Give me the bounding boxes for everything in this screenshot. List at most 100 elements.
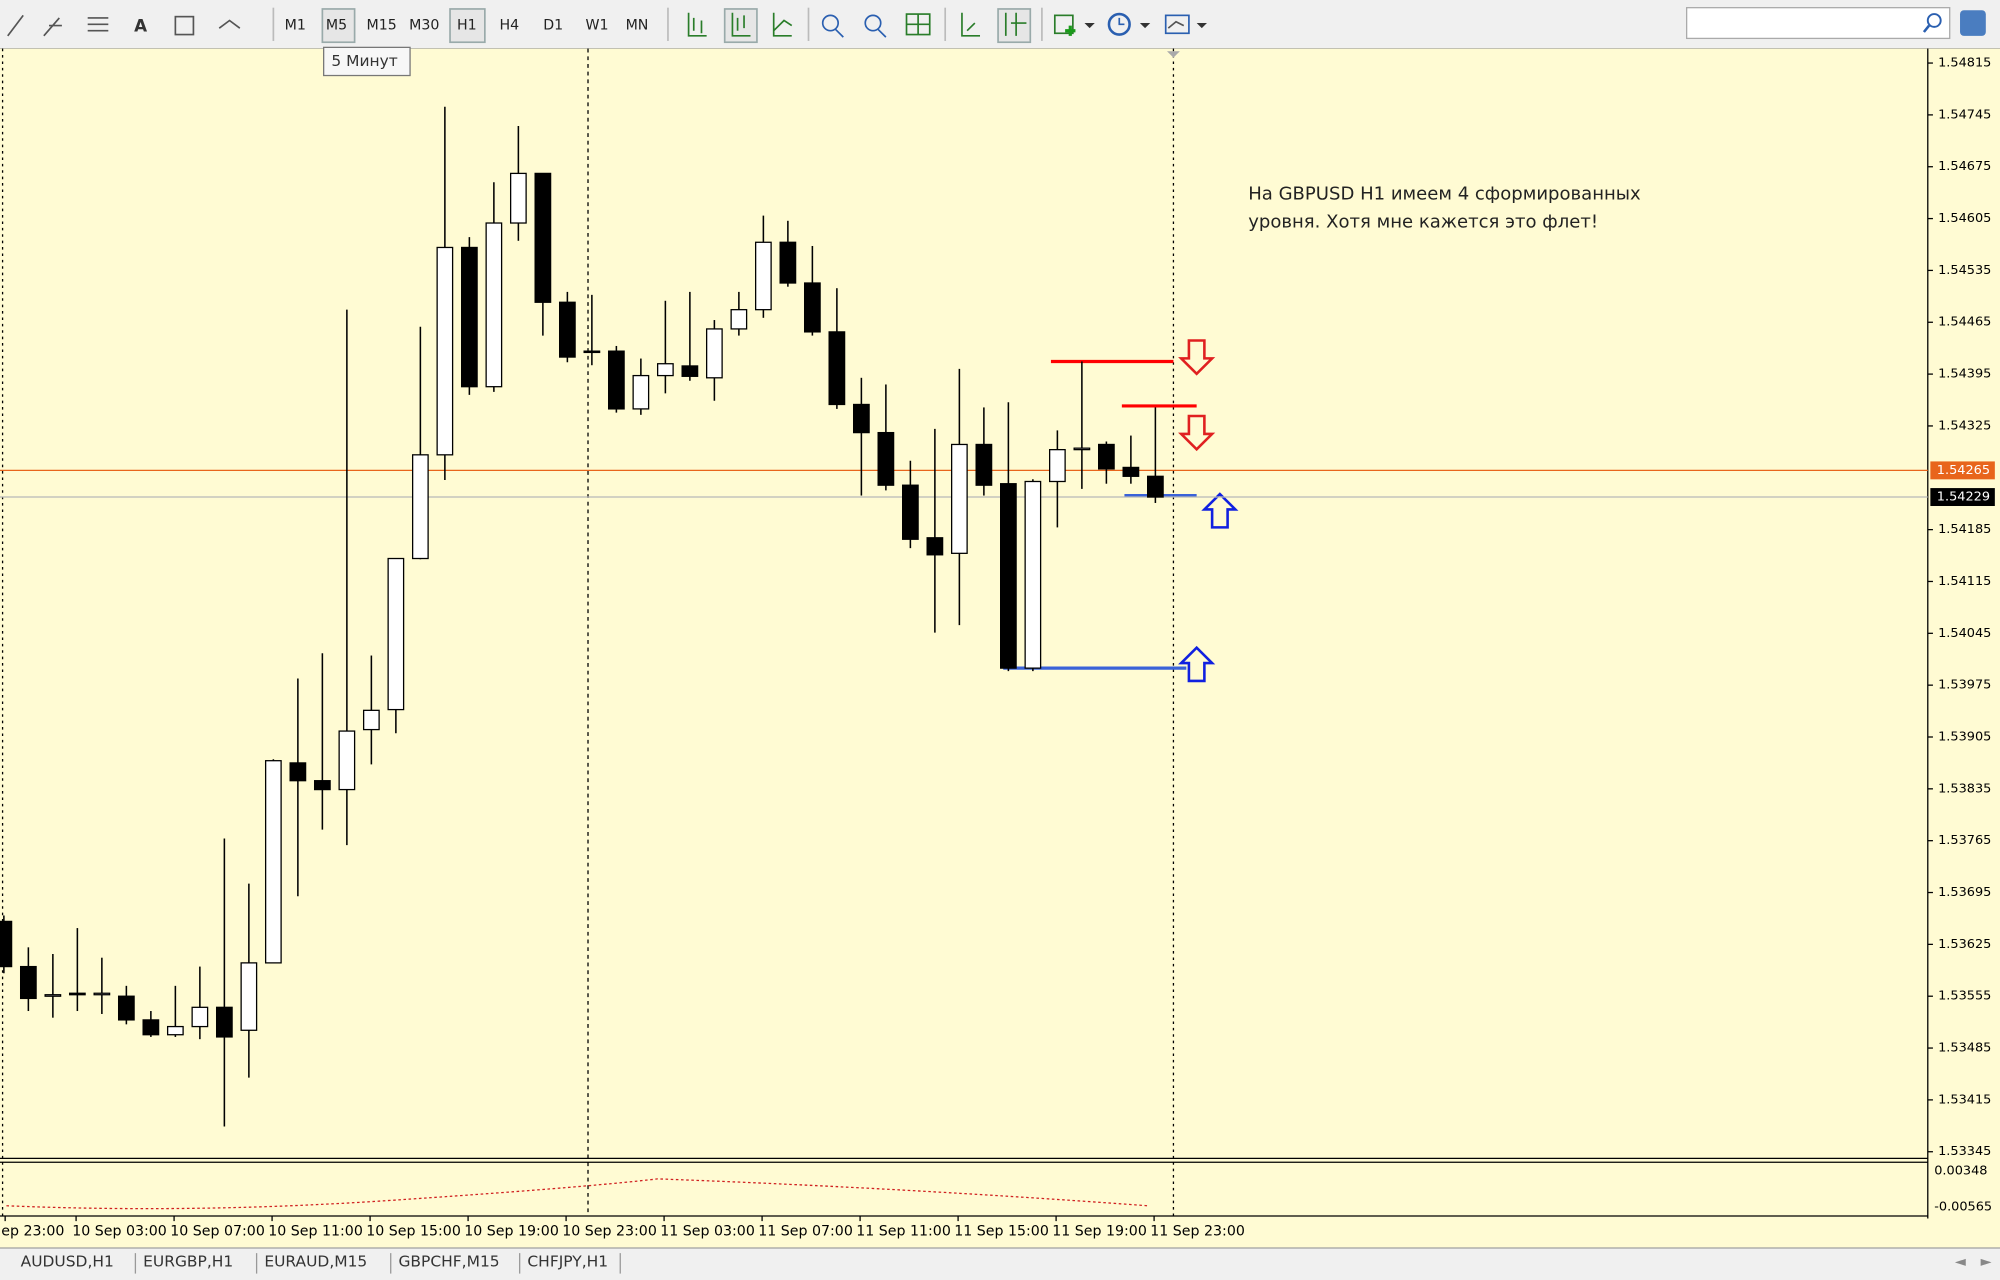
timeframe-button[interactable]: H1 (457, 18, 477, 34)
candle-body-up (338, 730, 356, 791)
timeframe-button[interactable]: W1 (586, 18, 609, 34)
candle-body-down (1000, 483, 1017, 669)
candle-body-up (1073, 447, 1091, 451)
y-tick-label: 1.53555 (1938, 989, 1991, 1004)
y-tick-label: 1.53975 (1938, 678, 1991, 693)
candle-body-down (19, 965, 37, 1000)
arrow-up (1201, 492, 1239, 529)
candle-body-down (142, 1019, 160, 1036)
tab[interactable]: CHFJPY,H1 (527, 1253, 608, 1271)
toolbar-icons: A (7, 7, 1207, 44)
candle-body-down (0, 920, 13, 968)
timeframe-button[interactable]: H4 (500, 18, 520, 34)
y-tick-label: 1.54675 (1938, 159, 1991, 174)
arrow-up (1178, 645, 1216, 683)
candle-body-down (1122, 466, 1140, 477)
candle-body-up (632, 374, 650, 410)
timeframe-button[interactable]: M5 (326, 18, 347, 34)
svg-text:A: A (134, 15, 147, 35)
candle-body-down (779, 241, 797, 284)
candle-body-down (558, 301, 576, 358)
candle-body-down (460, 246, 478, 388)
candle-body-up (436, 246, 454, 456)
candle-body-up (705, 328, 723, 379)
x-tick-label: 10 Sep 23:00 (562, 1223, 657, 1239)
tooltip: 5 Минут (331, 52, 397, 70)
y-tick-label: 1.54605 (1938, 211, 1991, 226)
candle-body-down (852, 403, 870, 434)
tooltip-box (323, 46, 411, 77)
y-tick-label: 1.53905 (1938, 730, 1991, 745)
y-tick-label: 1.53345 (1938, 1144, 1991, 1159)
y-tick-label: 1.54045 (1938, 626, 1991, 641)
indicator-signal (6, 1178, 1148, 1210)
y-tick-label: 1.54395 (1938, 367, 1991, 382)
candle-body-up (93, 992, 111, 996)
tab[interactable]: EURAUD,M15 (264, 1253, 367, 1271)
arrow-down (1178, 339, 1216, 376)
timeframe-button[interactable]: MN (626, 18, 649, 34)
candle-body-down (215, 1006, 233, 1038)
x-tick-label: 11 Sep 07:00 (758, 1223, 853, 1239)
candle-body-down (583, 350, 601, 354)
timeframe-button[interactable]: D1 (543, 18, 563, 34)
timeframe-button[interactable]: M15 (367, 18, 397, 34)
candle-body-up (264, 760, 282, 964)
tab[interactable]: GBPCHF,M15 (398, 1253, 499, 1271)
candle-body-down (901, 484, 919, 540)
candle-body-up (485, 222, 503, 388)
x-tick-label: ep 23:00 (1, 1223, 64, 1239)
y-tick-label: 1.53695 (1938, 885, 1991, 900)
x-tick-label: 11 Sep 15:00 (954, 1223, 1049, 1239)
arrows (1178, 339, 1239, 683)
y-tick-label: 1.54115 (1938, 574, 1991, 589)
candle-body-up (44, 994, 62, 997)
candle-body-down (1147, 475, 1164, 498)
tab[interactable]: AUDUSD,H1 (21, 1253, 114, 1271)
candle-body-up (387, 557, 405, 711)
x-tick-label: 10 Sep 11:00 (268, 1223, 363, 1239)
candle-body-up (1024, 480, 1042, 669)
x-tick-label: 11 Sep 23:00 (1150, 1223, 1245, 1239)
price-tag-label: 1.54229 (1937, 490, 1990, 505)
timeframe-button[interactable]: M1 (285, 18, 306, 34)
candle-body-down (289, 762, 307, 782)
tab[interactable]: EURGBP,H1 (143, 1253, 233, 1271)
timeframe-button[interactable]: M30 (409, 18, 439, 34)
tab-scroll-left[interactable]: ◄ (1955, 1254, 1966, 1270)
indicator-tick-label: 0.00348 (1934, 1164, 1987, 1179)
candle-body-down (828, 331, 846, 406)
y-tick-label: 1.53625 (1938, 937, 1991, 952)
candle-body-up (730, 309, 748, 330)
tab-bar (0, 1248, 2000, 1280)
y-tick-label: 1.54185 (1938, 522, 1991, 537)
candle-body-up (656, 363, 674, 377)
candle-body-down (681, 365, 699, 377)
candle-body-up (191, 1006, 209, 1028)
search-icon[interactable] (1922, 13, 1942, 33)
candle-body-up (166, 1025, 184, 1036)
y-tick-label: 1.54465 (1938, 315, 1991, 330)
price-tag (1930, 488, 1995, 507)
candle-body-down (313, 780, 331, 791)
candle-body-down (926, 537, 944, 556)
x-tick-label: 11 Sep 03:00 (660, 1223, 755, 1239)
tab-scroll-right[interactable]: ► (1981, 1254, 1992, 1270)
y-tick-label: 1.54815 (1938, 56, 1991, 71)
arrow-down (1178, 414, 1216, 452)
indicator-tick-label: -0.00565 (1934, 1200, 1992, 1215)
mail-icon[interactable] (1960, 10, 1986, 36)
search-box[interactable] (1686, 7, 1951, 40)
x-tick-label: 11 Sep 11:00 (856, 1223, 951, 1239)
candle-body-down (607, 350, 625, 410)
candle-body-down (877, 431, 895, 486)
y-tick-label: 1.53485 (1938, 1041, 1991, 1056)
x-tick-label: 10 Sep 07:00 (170, 1223, 265, 1239)
candle-body-down (1098, 443, 1115, 470)
x-tick-label: 10 Sep 15:00 (366, 1223, 461, 1239)
annotation: На GBPUSD H1 имеем 4 сформированных (1248, 184, 1641, 205)
x-tick-label: 10 Sep 03:00 (72, 1223, 167, 1239)
candle-body-up (950, 443, 968, 554)
